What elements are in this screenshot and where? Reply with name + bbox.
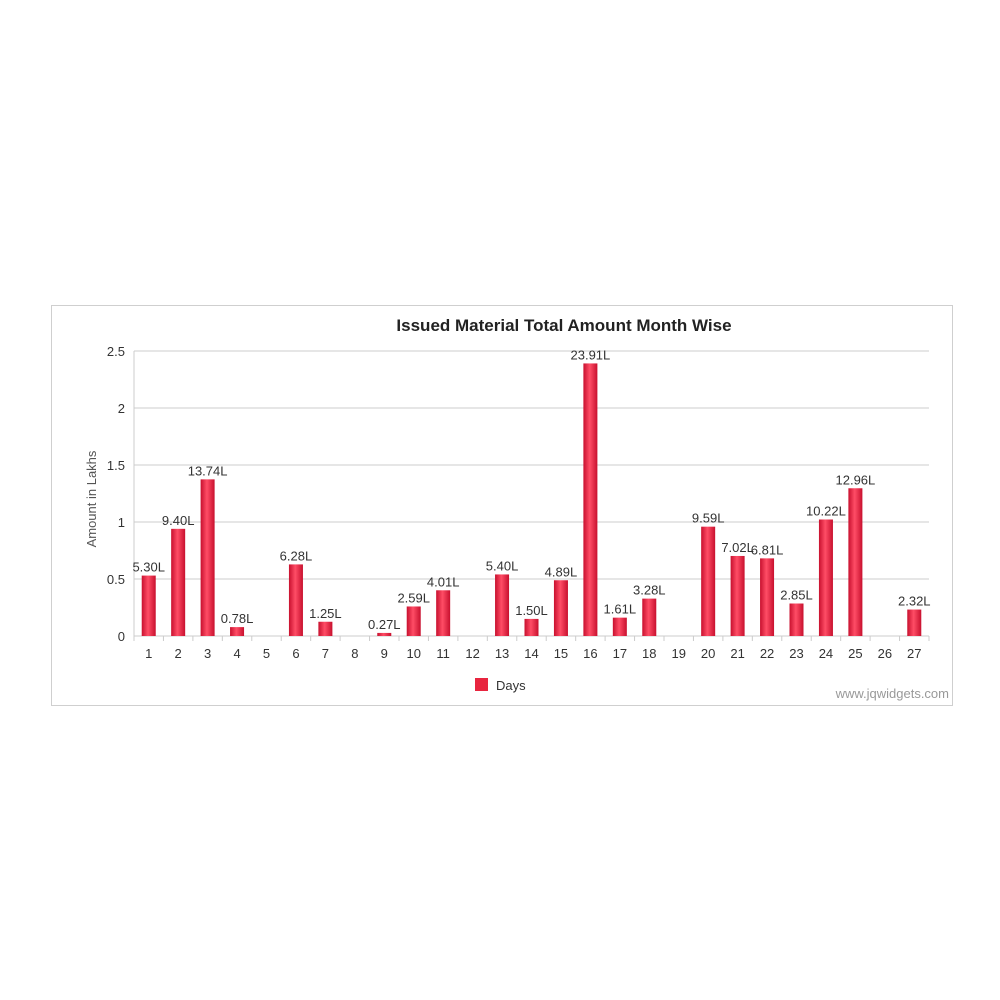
x-tick-label: 6 [292,646,299,661]
data-label: 2.59L [397,590,430,605]
data-label: 2.32L [898,594,931,609]
x-tick-label: 9 [381,646,388,661]
data-labels: 5.30L 9.40L 13.74L 0.78L 6.28L 1.25L 0.27L 2.59… [132,347,930,631]
x-tick-label: 20 [701,646,715,661]
x-tick-label: 18 [642,646,656,661]
data-label: 13.74L [188,463,228,478]
x-tick-label: 19 [671,646,685,661]
y-tick-label: 1.5 [107,458,125,473]
x-tick-label: 1 [145,646,152,661]
legend-swatch [475,678,488,691]
bar[interactable] [200,479,215,636]
data-label: 1.50L [515,603,548,618]
data-label: 4.01L [427,574,460,589]
x-tick-label: 23 [789,646,803,661]
bar[interactable] [730,555,745,636]
x-tick-label: 4 [233,646,240,661]
x-tick-label: 21 [730,646,744,661]
gridlines [133,350,930,641]
data-label: 23.91L [571,347,611,362]
bar[interactable] [789,603,804,636]
data-label: 12.96L [836,472,876,487]
y-tick-label: 1 [118,515,125,530]
data-label: 2.85L [780,588,813,603]
x-tick-label: 8 [351,646,358,661]
data-label: 0.78L [221,611,254,626]
x-tick-label: 17 [613,646,627,661]
bar[interactable] [406,606,421,636]
bar[interactable] [377,632,392,636]
data-label: 9.59L [692,511,725,526]
chart-frame: Issued Material Total Amount Month Wise … [51,305,953,706]
bar[interactable] [230,627,245,636]
bar[interactable] [642,598,657,636]
bar-chart: Issued Material Total Amount Month Wise … [84,316,949,701]
data-label: 4.89L [545,564,578,579]
y-tick-label: 0 [118,629,125,644]
bars [141,363,922,636]
data-label: 1.61L [604,602,637,617]
x-tick-labels: 1 2 3 4 5 6 7 8 9 10 11 12 13 14 15 16 17 18 19 20 21 22 23 24 2… [145,646,921,661]
data-label: 6.81L [751,542,784,557]
bar[interactable] [171,528,186,636]
y-tick-label: 0.5 [107,572,125,587]
data-label: 9.40L [162,513,195,528]
x-tick-label: 11 [436,646,450,661]
x-tick-label: 2 [175,646,182,661]
bar[interactable] [760,558,775,636]
data-label: 5.40L [486,558,519,573]
x-tick-label: 24 [819,646,833,661]
x-tick-label: 15 [554,646,568,661]
x-tick-label: 25 [848,646,862,661]
bar[interactable] [701,526,716,636]
bar[interactable] [553,580,568,636]
x-tick-label: 16 [583,646,597,661]
x-tick-label: 27 [907,646,921,661]
bar[interactable] [318,621,333,636]
data-label: 6.28L [280,548,313,563]
x-tick-label: 7 [322,646,329,661]
legend-label: Days [496,678,526,693]
bar[interactable] [141,575,156,636]
bar[interactable] [818,519,833,636]
data-label: 10.22L [806,503,846,518]
bar[interactable] [495,574,510,636]
bar[interactable] [907,609,922,636]
y-tick-label: 2.5 [107,344,125,359]
data-label: 3.28L [633,583,666,598]
x-tick-label: 3 [204,646,211,661]
y-tick-label: 2 [118,401,125,416]
x-tick-label: 26 [878,646,892,661]
bar[interactable] [583,363,598,636]
x-tick-label: 12 [465,646,479,661]
bar[interactable] [848,488,863,636]
bar[interactable] [288,564,303,636]
watermark: www.jqwidgets.com [835,686,949,701]
data-label: 5.30L [132,560,165,575]
x-tick-label: 14 [524,646,538,661]
x-tick-label: 13 [495,646,509,661]
x-tick-label: 22 [760,646,774,661]
y-axis-label: Amount in Lakhs [84,450,99,547]
data-label: 0.27L [368,617,401,632]
data-label: 1.25L [309,606,342,621]
x-tick-label: 5 [263,646,270,661]
legend[interactable]: Days [475,678,526,693]
chart-title: Issued Material Total Amount Month Wise [396,316,731,335]
y-tick-labels: 0 0.5 1 1.5 2 2.5 [107,344,125,644]
bar[interactable] [524,618,539,636]
data-label: 7.02L [721,540,754,555]
bar[interactable] [436,590,451,636]
x-tick-label: 10 [406,646,420,661]
bar[interactable] [612,617,627,636]
